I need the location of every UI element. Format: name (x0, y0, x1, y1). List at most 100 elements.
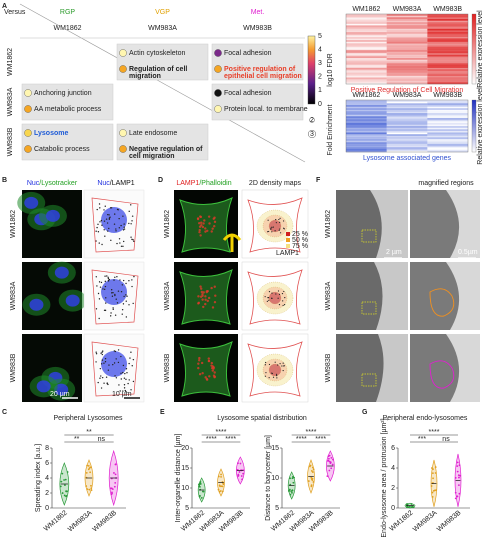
heatmap-cell (346, 74, 387, 77)
corner-label: Versus (4, 9, 26, 16)
lamp1-dot (119, 390, 121, 392)
lamp1-dot (268, 377, 270, 379)
lamp1-dot (96, 226, 98, 229)
heatmap-cell (386, 77, 428, 80)
point (456, 461, 459, 464)
header-part: Nuc (97, 180, 110, 187)
lamp1-dot (114, 276, 116, 278)
lamp1-dot (200, 290, 204, 294)
point (312, 481, 315, 483)
lamp1-dot (279, 217, 281, 219)
lamp1-dot (121, 284, 124, 286)
lamp1-dot (201, 292, 204, 296)
lamp1-dot (105, 297, 107, 299)
heatmap-cell (427, 143, 468, 146)
point (331, 463, 334, 466)
heatmap-cell (427, 44, 468, 47)
heatmap-cell (386, 134, 428, 136)
heatmap-cell (386, 64, 428, 67)
heatmap-cell (386, 41, 428, 44)
point (222, 483, 225, 486)
lamp1-dot (128, 379, 130, 381)
lamp1-dot (197, 295, 200, 298)
term-dot (214, 49, 222, 57)
fold-dot (309, 117, 315, 123)
go-term: Actin cytoskeleton (129, 50, 186, 57)
lamp1-dot (197, 362, 200, 365)
lamp1-dot (204, 295, 207, 298)
y-tick-label: 6 (45, 460, 49, 467)
nucleus (101, 351, 127, 377)
heatmap-cell (346, 30, 387, 33)
heatmap-cell (386, 100, 428, 102)
heatmap-cell (386, 79, 428, 81)
point (217, 475, 220, 478)
heatmap-cell (427, 74, 468, 77)
nucleus (36, 380, 51, 393)
lamp1-dot (126, 372, 128, 374)
y-tick-label: 6 (391, 445, 395, 452)
lamp1-dot (110, 289, 113, 291)
heatmap-cell (427, 67, 468, 70)
go-term: Protein local. to membrane (224, 106, 308, 113)
em-cell (336, 262, 383, 330)
lamp1-dot (120, 355, 122, 358)
heatmap-cell (427, 82, 468, 85)
point (434, 466, 437, 468)
column-line: WM983A (148, 25, 177, 32)
heatmap-cell (386, 27, 428, 29)
em-cell (336, 190, 382, 258)
lamp1-dot (271, 297, 273, 299)
header-part: /LAMP1 (110, 180, 135, 187)
lamp1-dot (277, 297, 279, 299)
term-line: migration (129, 73, 161, 80)
lamp1-dot (108, 364, 110, 366)
cell-outline (91, 341, 139, 397)
heatmap-cell (386, 69, 428, 72)
heatmap-cell (386, 56, 428, 59)
lamp1-dot (107, 279, 110, 282)
point (291, 489, 294, 492)
y-axis-label: Inter-organelle distance [µm] (175, 434, 182, 523)
heatmap-cell (427, 80, 468, 83)
heatmap-cell (346, 145, 387, 148)
sig-label: **** (206, 436, 217, 443)
point (431, 495, 434, 498)
heatmap-cell (386, 48, 428, 51)
point (114, 481, 117, 484)
point (457, 474, 460, 477)
heatmap-cell (346, 143, 387, 146)
heatmap-cell (346, 129, 387, 132)
point (456, 470, 459, 473)
y-tick-label: 5 (185, 505, 189, 512)
lamp1-dot (101, 243, 103, 246)
lamp1-dot (104, 205, 106, 207)
point (405, 506, 408, 509)
heatmap-cell (346, 148, 387, 151)
lamp1-dot (121, 313, 123, 315)
heatmap-cell (427, 130, 468, 133)
heatmap-cell (386, 109, 428, 112)
lamp1-dot (132, 302, 134, 305)
lamp1-dot (264, 364, 266, 366)
lamp1-dot (99, 367, 102, 370)
heatmap-cell (427, 62, 468, 65)
lamp1-dot (113, 213, 116, 215)
lamp1-dot (102, 350, 104, 352)
heatmap-cell (386, 148, 428, 151)
heatmap-cell (386, 40, 428, 42)
heatmap-col: WM983A (393, 92, 422, 99)
heatmap-cell (346, 126, 387, 128)
lamp1-dot (107, 276, 109, 278)
sig-label: **** (315, 436, 326, 443)
panel-letter: G (362, 409, 368, 416)
lamp1-dot (207, 359, 211, 363)
lamp1-dot (283, 365, 285, 367)
lamp1-dot (118, 217, 120, 220)
lamp1-dot (99, 377, 101, 379)
diagonal (19, 3, 306, 163)
panel-letter: D (158, 177, 163, 184)
heatmap-cell (346, 62, 387, 65)
heatmap-frame (345, 99, 469, 153)
heatmap-cell (427, 75, 468, 78)
